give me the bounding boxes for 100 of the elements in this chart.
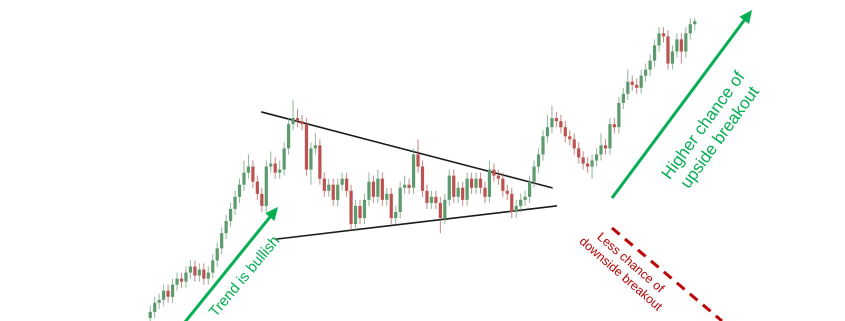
candlestick [568, 130, 572, 146]
candlestick [278, 160, 282, 180]
candlestick [385, 187, 388, 206]
candlestick [510, 187, 514, 219]
candlestick [524, 190, 527, 206]
candlestick [635, 78, 638, 94]
candlestick [260, 187, 264, 212]
candlestick [202, 262, 206, 286]
candlestick [546, 114, 550, 143]
candlestick [474, 172, 478, 194]
candlestick [536, 148, 540, 174]
candlestick [354, 199, 358, 231]
candlestick [322, 172, 326, 198]
candlestick [438, 196, 442, 234]
candlestick [376, 169, 380, 204]
candlestick [233, 190, 237, 216]
candlestick [434, 190, 438, 210]
candlestick [684, 26, 688, 58]
candlestick [514, 199, 518, 219]
candlestick [246, 154, 250, 180]
candlestick [296, 108, 300, 128]
candlestick [456, 181, 460, 204]
candlestick [572, 132, 576, 155]
candlestick [184, 266, 188, 288]
candlestick [590, 154, 594, 180]
candlestick [604, 138, 608, 155]
candlestick [688, 18, 692, 40]
candlestick [496, 169, 500, 186]
candlestick [506, 184, 509, 200]
candlestick [670, 44, 674, 70]
candlestick [158, 293, 161, 310]
candlestick [198, 262, 201, 282]
candlestick [269, 150, 272, 174]
candlestick [519, 193, 522, 212]
candlestick [216, 242, 219, 267]
candlestick [630, 75, 634, 92]
candlestick [425, 184, 429, 210]
candlestick [153, 296, 156, 318]
candlestick [228, 202, 232, 228]
candlestick [466, 172, 469, 206]
candlestick [193, 260, 196, 282]
candlestick [470, 172, 474, 194]
candlestick [693, 18, 696, 31]
candlestick [188, 260, 192, 280]
candlestick [559, 114, 562, 134]
candlestick [148, 305, 152, 321]
candlestick [416, 138, 420, 174]
candlestick [408, 178, 411, 194]
candlestick [657, 26, 661, 52]
candlestick [680, 32, 683, 64]
candlestick [652, 38, 656, 68]
candlestick [550, 105, 554, 134]
candlestick [644, 63, 648, 82]
candlestick [528, 175, 532, 204]
candlestick [274, 156, 277, 180]
candlestick [362, 193, 366, 225]
candlestick [622, 87, 625, 110]
candlestick [662, 26, 666, 43]
candlestick [220, 226, 224, 255]
candlestick [594, 148, 598, 168]
candlestick [282, 142, 286, 176]
candlestick [336, 178, 340, 206]
candlestick [541, 130, 545, 161]
candlestick [256, 175, 259, 200]
candlestick [251, 160, 255, 188]
candlestick [309, 142, 313, 186]
candlestick [640, 69, 643, 94]
candlestick [300, 114, 304, 131]
candlestick [532, 160, 536, 188]
candlestick [367, 172, 371, 206]
candlestick [372, 175, 376, 204]
candlestick [577, 142, 580, 164]
candlestick [430, 190, 434, 210]
candlestick [612, 118, 616, 134]
candlestick [166, 284, 170, 304]
candlestick [675, 32, 678, 58]
candlestick [170, 278, 174, 304]
candlestick [452, 169, 456, 204]
candlestick [180, 272, 184, 288]
candlestick [554, 112, 558, 128]
candlestick [358, 199, 362, 225]
candlestick [242, 160, 246, 192]
candlestick [483, 181, 487, 204]
candlestick [586, 156, 590, 174]
candlestick [162, 284, 166, 306]
candlestick [564, 120, 567, 143]
candlestick [501, 172, 504, 198]
candlestick [461, 181, 464, 206]
candlestick [238, 178, 242, 204]
candlestick [327, 178, 330, 198]
candlestick [478, 172, 482, 194]
candlestick [211, 254, 214, 280]
candlestick [175, 272, 179, 292]
candlestick [380, 172, 384, 206]
candlestick [599, 132, 603, 161]
candlestick [206, 266, 210, 286]
candlestick [403, 175, 406, 194]
candlestick [394, 205, 398, 225]
candlestick [648, 54, 652, 76]
candlestick [582, 150, 585, 170]
